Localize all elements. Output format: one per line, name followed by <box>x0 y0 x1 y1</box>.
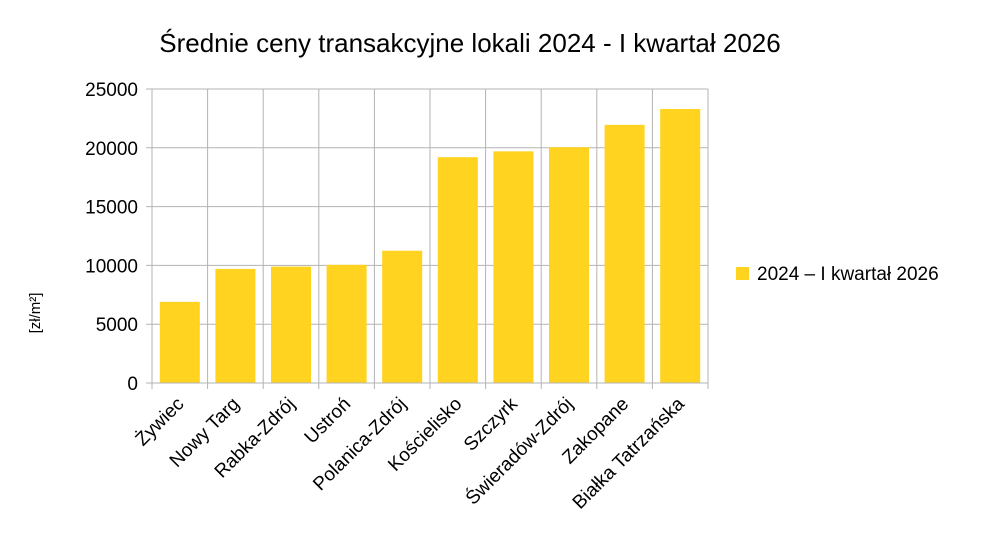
bar <box>493 151 534 383</box>
bar <box>660 108 701 383</box>
bar <box>270 266 312 383</box>
legend-label: 2024 – I kwartał 2026 <box>757 264 939 285</box>
bar <box>548 147 590 383</box>
y-tick-label: 10000 <box>85 256 138 277</box>
bar <box>326 264 367 383</box>
y-axis-label: [zł/m²] <box>27 293 44 334</box>
y-tick-label: 0 <box>127 374 138 395</box>
x-tick-label: Ustroń <box>301 394 355 448</box>
bar <box>382 250 423 383</box>
bar <box>215 268 256 383</box>
bar <box>159 301 200 383</box>
chart-title: Średnie ceny transakcyjne lokali 2024 - … <box>159 28 780 58</box>
legend: 2024 – I kwartał 2026 <box>736 264 939 285</box>
y-tick-label: 5000 <box>96 315 138 336</box>
bar <box>604 124 645 384</box>
legend-swatch <box>736 267 749 280</box>
bar <box>437 157 478 383</box>
y-tick-label: 15000 <box>85 198 138 219</box>
y-tick-label: 20000 <box>85 139 138 160</box>
bars <box>159 108 701 384</box>
y-tick-label: 25000 <box>85 80 138 101</box>
grid-lines <box>146 88 709 389</box>
